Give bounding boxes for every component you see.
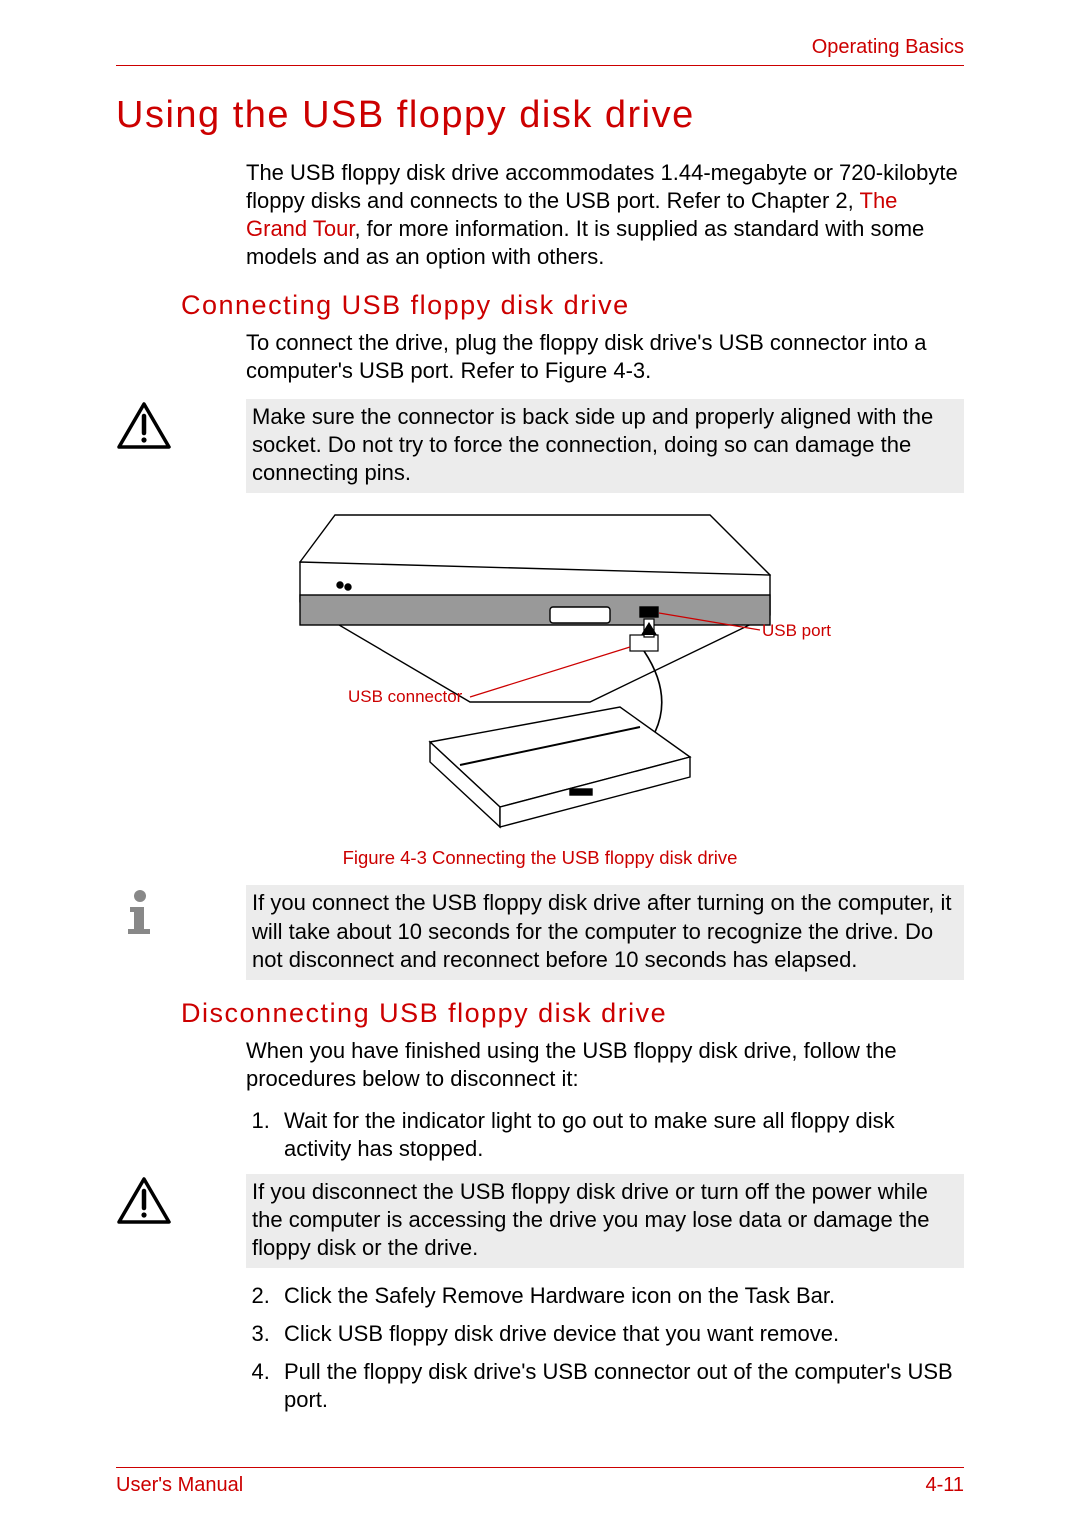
info-text-1: If you connect the USB floppy disk drive… (246, 885, 964, 979)
step-3: Click USB floppy disk drive device that … (276, 1320, 964, 1348)
figure-illustration (270, 507, 810, 837)
page: Operating Basics Using the USB floppy di… (0, 0, 1080, 1529)
footer-right: 4-11 (925, 1474, 964, 1497)
section-intro: The USB floppy disk drive accommodates 1… (246, 159, 964, 272)
section-title: Using the USB floppy disk drive (116, 94, 964, 137)
step-2: Click the Safely Remove Hardware icon on… (276, 1282, 964, 1310)
header-rule (116, 65, 964, 66)
info-icon (116, 885, 176, 937)
info-block-1: If you connect the USB floppy disk drive… (116, 885, 964, 979)
sub2-intro: When you have finished using the USB flo… (246, 1037, 964, 1093)
figure-4-3: USB port USB connector (116, 507, 964, 837)
footer-left: User's Manual (116, 1474, 243, 1497)
step-1: Wait for the indicator light to go out t… (276, 1107, 964, 1163)
figure-caption: Figure 4-3 Connecting the USB floppy dis… (116, 847, 964, 869)
caution-block-2: If you disconnect the USB floppy disk dr… (116, 1174, 964, 1268)
caution-block-1: Make sure the connector is back side up … (116, 399, 964, 493)
caution-icon (116, 399, 176, 451)
caution-text-1: Make sure the connector is back side up … (246, 399, 964, 493)
footer-rule (116, 1467, 964, 1468)
figure-label-usb-connector: USB connector (348, 687, 462, 707)
caution-icon (116, 1174, 176, 1226)
footer: User's Manual 4-11 (116, 1467, 964, 1497)
steps-list-part2: Click the Safely Remove Hardware icon on… (276, 1282, 964, 1415)
caution-text-2: If you disconnect the USB floppy disk dr… (246, 1174, 964, 1268)
header-right-text: Operating Basics (116, 36, 964, 65)
intro-pre: The USB floppy disk drive accommodates 1… (246, 160, 958, 213)
steps-list-part1: Wait for the indicator light to go out t… (276, 1107, 964, 1163)
figure-label-usb-port: USB port (762, 621, 831, 641)
sub1-intro: To connect the drive, plug the floppy di… (246, 329, 964, 385)
sub2-title: Disconnecting USB floppy disk drive (181, 998, 964, 1029)
step-4: Pull the floppy disk drive's USB connect… (276, 1358, 964, 1414)
sub1-title: Connecting USB floppy disk drive (181, 290, 964, 321)
